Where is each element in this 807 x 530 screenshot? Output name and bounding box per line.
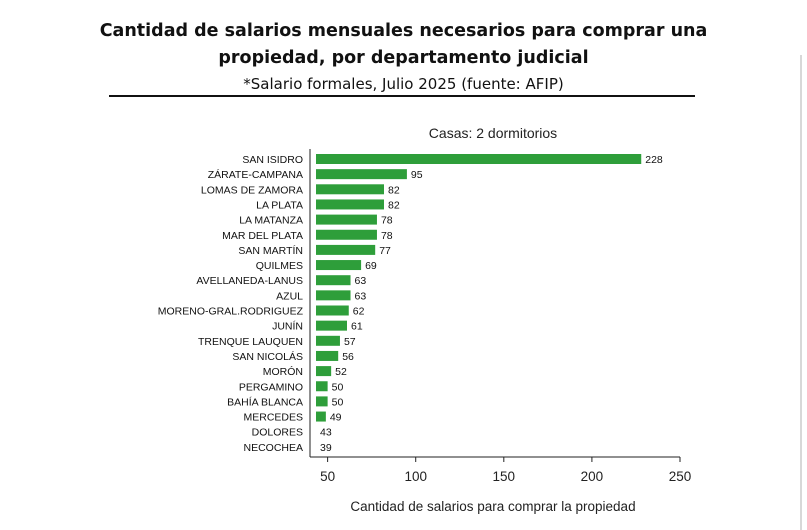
bar [316,260,362,271]
bar-value-label: 52 [335,366,347,378]
bar-value-label: 82 [388,199,400,211]
x-tick-label: 50 [320,469,335,484]
bar-value-label: 78 [381,230,393,242]
category-label: ZÁRATE-CAMPANA [208,168,303,181]
bar-value-label: 63 [355,275,367,287]
category-label: LOMAS DE ZAMORA [201,184,303,196]
bar-value-label: 56 [342,351,354,363]
category-label: SAN ISIDRO [242,154,303,166]
bar [316,214,377,225]
bar [316,335,340,346]
bar [316,199,384,210]
category-label: NECOCHEA [243,442,303,454]
bar-value-label: 43 [320,427,332,439]
category-label: MORÓN [263,365,303,378]
bar-value-label: 69 [365,260,377,272]
bar [316,184,384,195]
category-label: SAN NICOLÁS [232,350,303,363]
bar [316,396,328,407]
category-label: SAN MARTÍN [238,244,303,257]
bar-value-label: 50 [332,381,344,393]
category-label: LA PLATA [256,199,303,211]
category-label: LA MATANZA [239,215,303,227]
x-tick-label: 150 [493,469,516,484]
category-label: BAHÍA BLANCA [227,395,303,408]
x-tick-label: 250 [669,469,692,484]
bar-value-label: 39 [320,442,332,454]
bar-value-label: 228 [645,154,663,166]
bar-value-label: 61 [351,321,363,333]
category-label: AZUL [276,290,303,302]
bar-value-label: 77 [379,245,391,257]
bar [316,366,332,377]
bar [316,154,642,164]
category-label: TRENQUE LAUQUEN [198,336,303,348]
category-label: PERGAMINO [239,381,303,393]
bar-value-label: 62 [353,306,365,318]
title-line-1: Cantidad de salarios mensuales necesario… [99,21,708,41]
category-label: MAR DEL PLATA [222,230,303,242]
title-line-2: propiedad, por departamento judicial [218,48,589,68]
title-underline [109,95,695,97]
category-label: JUNÍN [272,320,303,333]
plot-title: Casas: 2 dormitorios [429,125,557,141]
chart-title: Cantidad de salarios mensuales necesario… [0,18,807,72]
bar-value-label: 57 [344,336,356,348]
bar [316,320,347,331]
bar [316,290,351,301]
bar-value-label: 63 [355,290,367,302]
page-edge [800,55,802,530]
category-label: DOLORES [252,427,303,439]
category-label: AVELLANEDA-LANUS [196,275,303,287]
bar-value-label: 50 [332,396,344,408]
category-label: QUILMES [256,260,303,272]
bar [316,350,339,361]
bar [316,305,349,316]
category-label: MORENO-GRAL.RODRIGUEZ [158,306,304,318]
bar [316,244,376,255]
bar [316,229,377,240]
x-tick-label: 200 [581,469,604,484]
category-label: MERCEDES [243,412,303,424]
bar [316,275,351,286]
bar-value-label: 78 [381,215,393,227]
bar [316,381,328,392]
bar-value-label: 95 [411,169,423,181]
bar-value-label: 82 [388,184,400,196]
bar [316,169,407,180]
x-axis-label: Cantidad de salarios para comprar la pro… [350,499,635,514]
chart-subtitle: *Salario formales, Julio 2025 (fuente: A… [243,75,564,93]
bar-value-label: 49 [330,412,342,424]
bar [316,411,326,422]
x-tick-label: 100 [404,469,427,484]
